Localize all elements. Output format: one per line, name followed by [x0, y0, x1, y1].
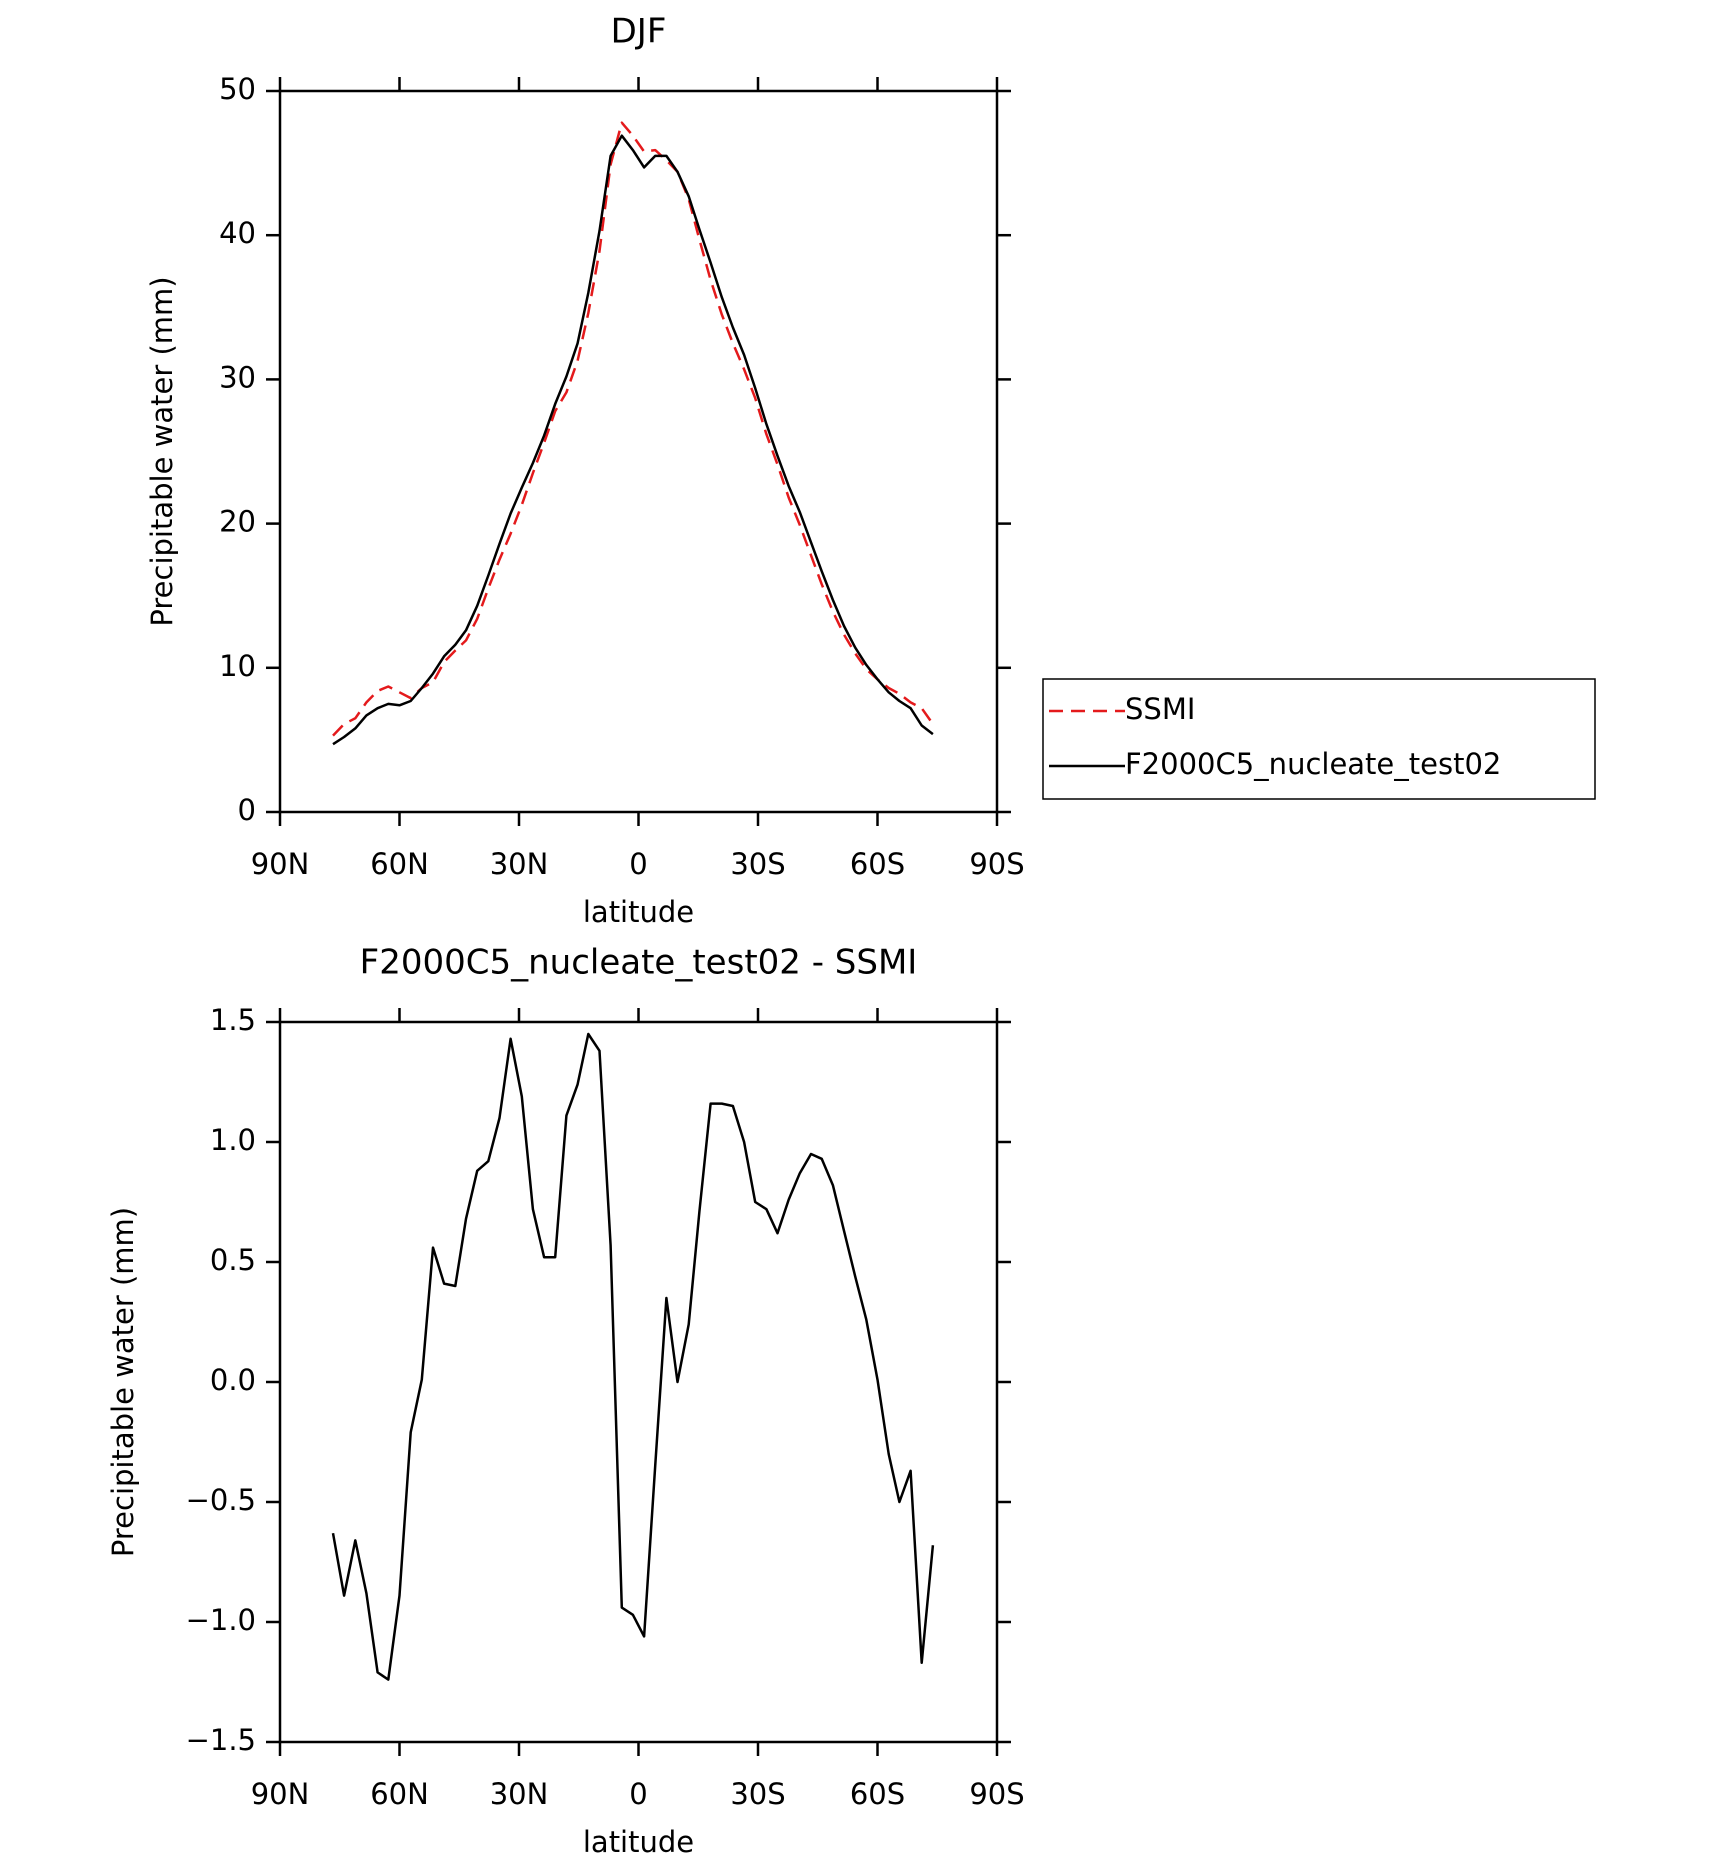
legend-label: F2000C5_nucleate_test02	[1125, 747, 1501, 781]
data-line	[332, 134, 934, 746]
y-axis-label: Precipitable water (mm)	[106, 1207, 140, 1557]
x-tick-label: 30S	[730, 847, 785, 881]
x-tick-label: 30N	[490, 1777, 549, 1811]
y-tick-label: −1.0	[186, 1603, 256, 1637]
y-tick-label: 0.0	[210, 1363, 256, 1397]
x-axis-label: latitude	[583, 1825, 694, 1859]
chart-title: F2000C5_nucleate_test02 - SSMI	[360, 943, 918, 983]
y-tick-label: −1.5	[186, 1723, 256, 1757]
x-tick-label: 60N	[370, 1777, 429, 1811]
y-tick-label: 1.5	[210, 1003, 256, 1037]
x-tick-label: 60S	[850, 1777, 905, 1811]
legend-box	[1042, 678, 1596, 800]
chart-title: DJF	[611, 12, 667, 52]
data-line	[331, 1032, 935, 1681]
plot-frame	[278, 1020, 999, 1744]
x-tick-label: 0	[629, 847, 647, 881]
y-tick-label: 0	[238, 793, 256, 827]
y-tick-label: 40	[219, 216, 256, 250]
x-tick-label: 60N	[370, 847, 429, 881]
x-tick-label: 0	[629, 1777, 647, 1811]
y-axis-label: Precipitable water (mm)	[145, 276, 179, 626]
x-tick-label: 90S	[969, 847, 1024, 881]
y-tick-label: 1.0	[210, 1123, 256, 1157]
x-tick-label: 90S	[969, 1777, 1024, 1811]
x-axis-label: latitude	[583, 895, 694, 929]
y-tick-label: 10	[219, 649, 256, 683]
x-tick-label: 30S	[730, 1777, 785, 1811]
x-tick-label: 90N	[251, 847, 310, 881]
y-tick-label: 30	[219, 360, 256, 394]
y-tick-label: −0.5	[186, 1483, 256, 1517]
data-line	[332, 121, 934, 737]
x-tick-label: 90N	[251, 1777, 310, 1811]
y-tick-label: 50	[219, 72, 256, 106]
y-tick-label: 0.5	[210, 1243, 256, 1277]
legend-label: SSMI	[1125, 692, 1195, 726]
x-tick-label: 60S	[850, 847, 905, 881]
x-tick-label: 30N	[490, 847, 549, 881]
y-tick-label: 20	[219, 505, 256, 539]
